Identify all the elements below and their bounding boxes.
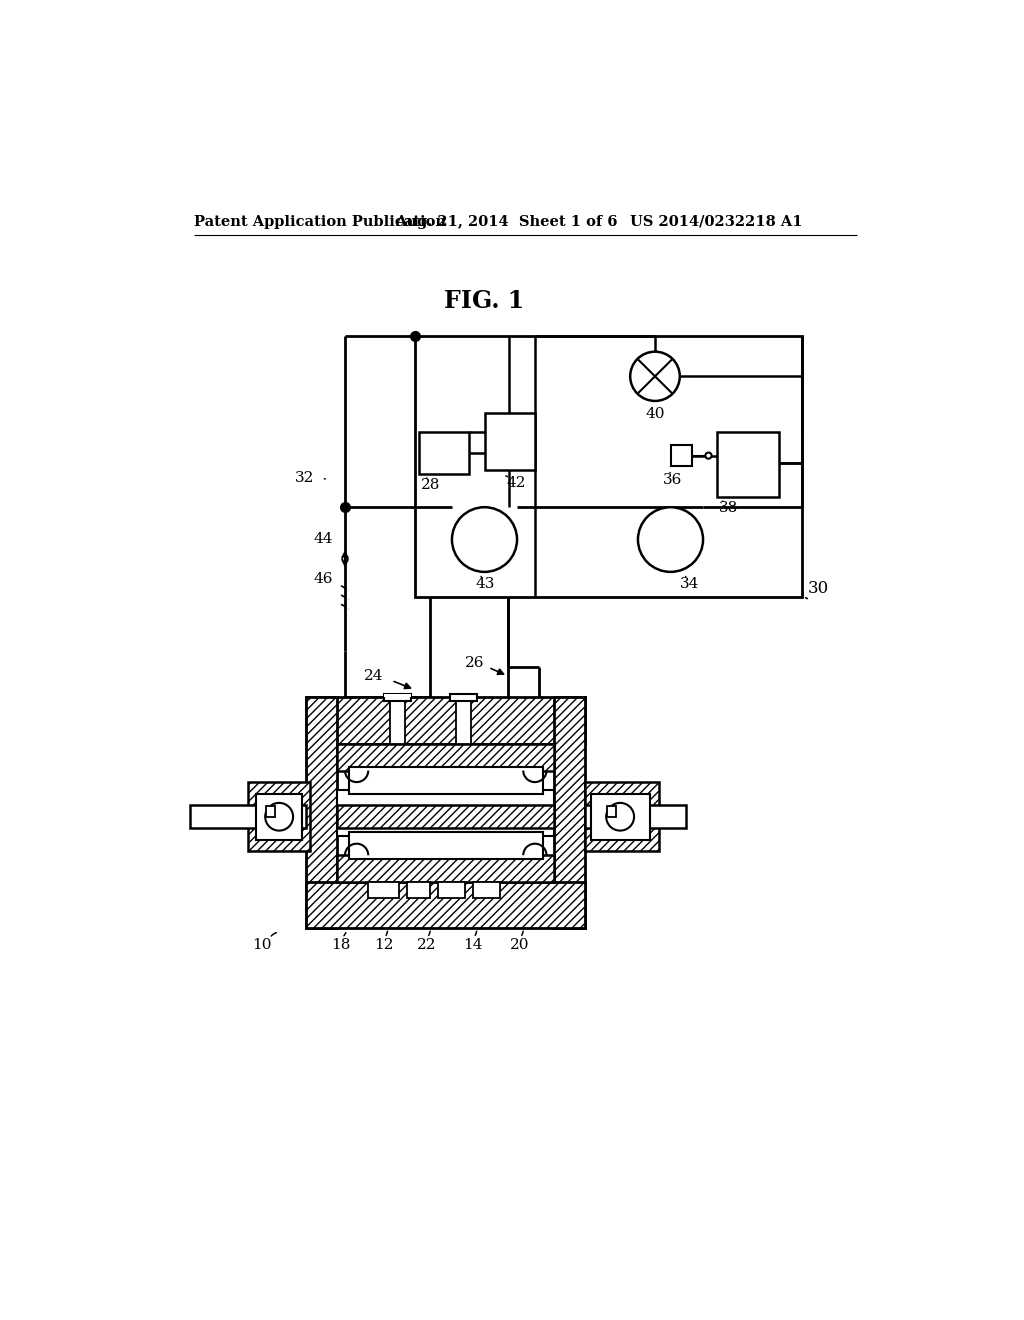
Bar: [337, 855, 554, 882]
Text: 32: 32: [295, 471, 314, 484]
Circle shape: [606, 803, 634, 830]
Bar: [349, 832, 543, 859]
Bar: [337, 743, 554, 771]
Bar: [390, 697, 406, 743]
Text: 43: 43: [475, 577, 495, 590]
Bar: [586, 781, 658, 851]
Text: 28: 28: [421, 478, 440, 492]
Bar: [384, 693, 411, 697]
Bar: [256, 793, 302, 840]
Bar: [456, 697, 471, 743]
Bar: [717, 432, 779, 498]
Text: 40: 40: [645, 407, 665, 421]
Bar: [337, 789, 554, 836]
Bar: [369, 882, 399, 898]
Bar: [266, 807, 275, 817]
Bar: [306, 697, 337, 928]
Text: Patent Application Publication: Patent Application Publication: [194, 215, 445, 228]
Bar: [438, 882, 465, 898]
Text: 44: 44: [314, 532, 334, 545]
Text: 24: 24: [365, 669, 384, 682]
Text: 18: 18: [332, 937, 351, 952]
Text: 38: 38: [719, 502, 738, 515]
Bar: [473, 882, 500, 898]
Bar: [419, 432, 469, 474]
Text: 26: 26: [465, 656, 484, 669]
Bar: [337, 805, 554, 829]
Bar: [384, 693, 411, 701]
Circle shape: [265, 803, 293, 830]
Bar: [592, 793, 649, 840]
Text: 34: 34: [680, 577, 699, 590]
Circle shape: [706, 453, 712, 459]
Bar: [484, 412, 535, 470]
Text: 42: 42: [506, 477, 525, 491]
Text: 30: 30: [808, 581, 828, 597]
Text: US 2014/0232218 A1: US 2014/0232218 A1: [630, 215, 803, 228]
Bar: [349, 767, 543, 793]
Text: 36: 36: [663, 473, 682, 487]
Bar: [415, 335, 802, 597]
Bar: [450, 693, 477, 701]
Text: 46: 46: [314, 572, 334, 586]
Bar: [190, 805, 306, 829]
Bar: [671, 445, 692, 466]
Text: FIG. 1: FIG. 1: [444, 289, 524, 313]
Bar: [586, 805, 686, 829]
Text: 20: 20: [510, 937, 529, 952]
Text: 10: 10: [252, 937, 271, 952]
Bar: [248, 781, 310, 851]
Text: 14: 14: [463, 937, 482, 952]
Text: 16: 16: [640, 817, 659, 832]
Circle shape: [638, 507, 703, 572]
Bar: [407, 882, 430, 898]
Text: Aug. 21, 2014  Sheet 1 of 6: Aug. 21, 2014 Sheet 1 of 6: [395, 215, 617, 228]
Bar: [306, 882, 586, 928]
Text: 12: 12: [374, 937, 393, 952]
Circle shape: [630, 351, 680, 401]
Text: 22: 22: [417, 937, 436, 952]
Bar: [607, 807, 616, 817]
Bar: [306, 697, 586, 743]
Circle shape: [452, 507, 517, 572]
Bar: [554, 697, 586, 928]
